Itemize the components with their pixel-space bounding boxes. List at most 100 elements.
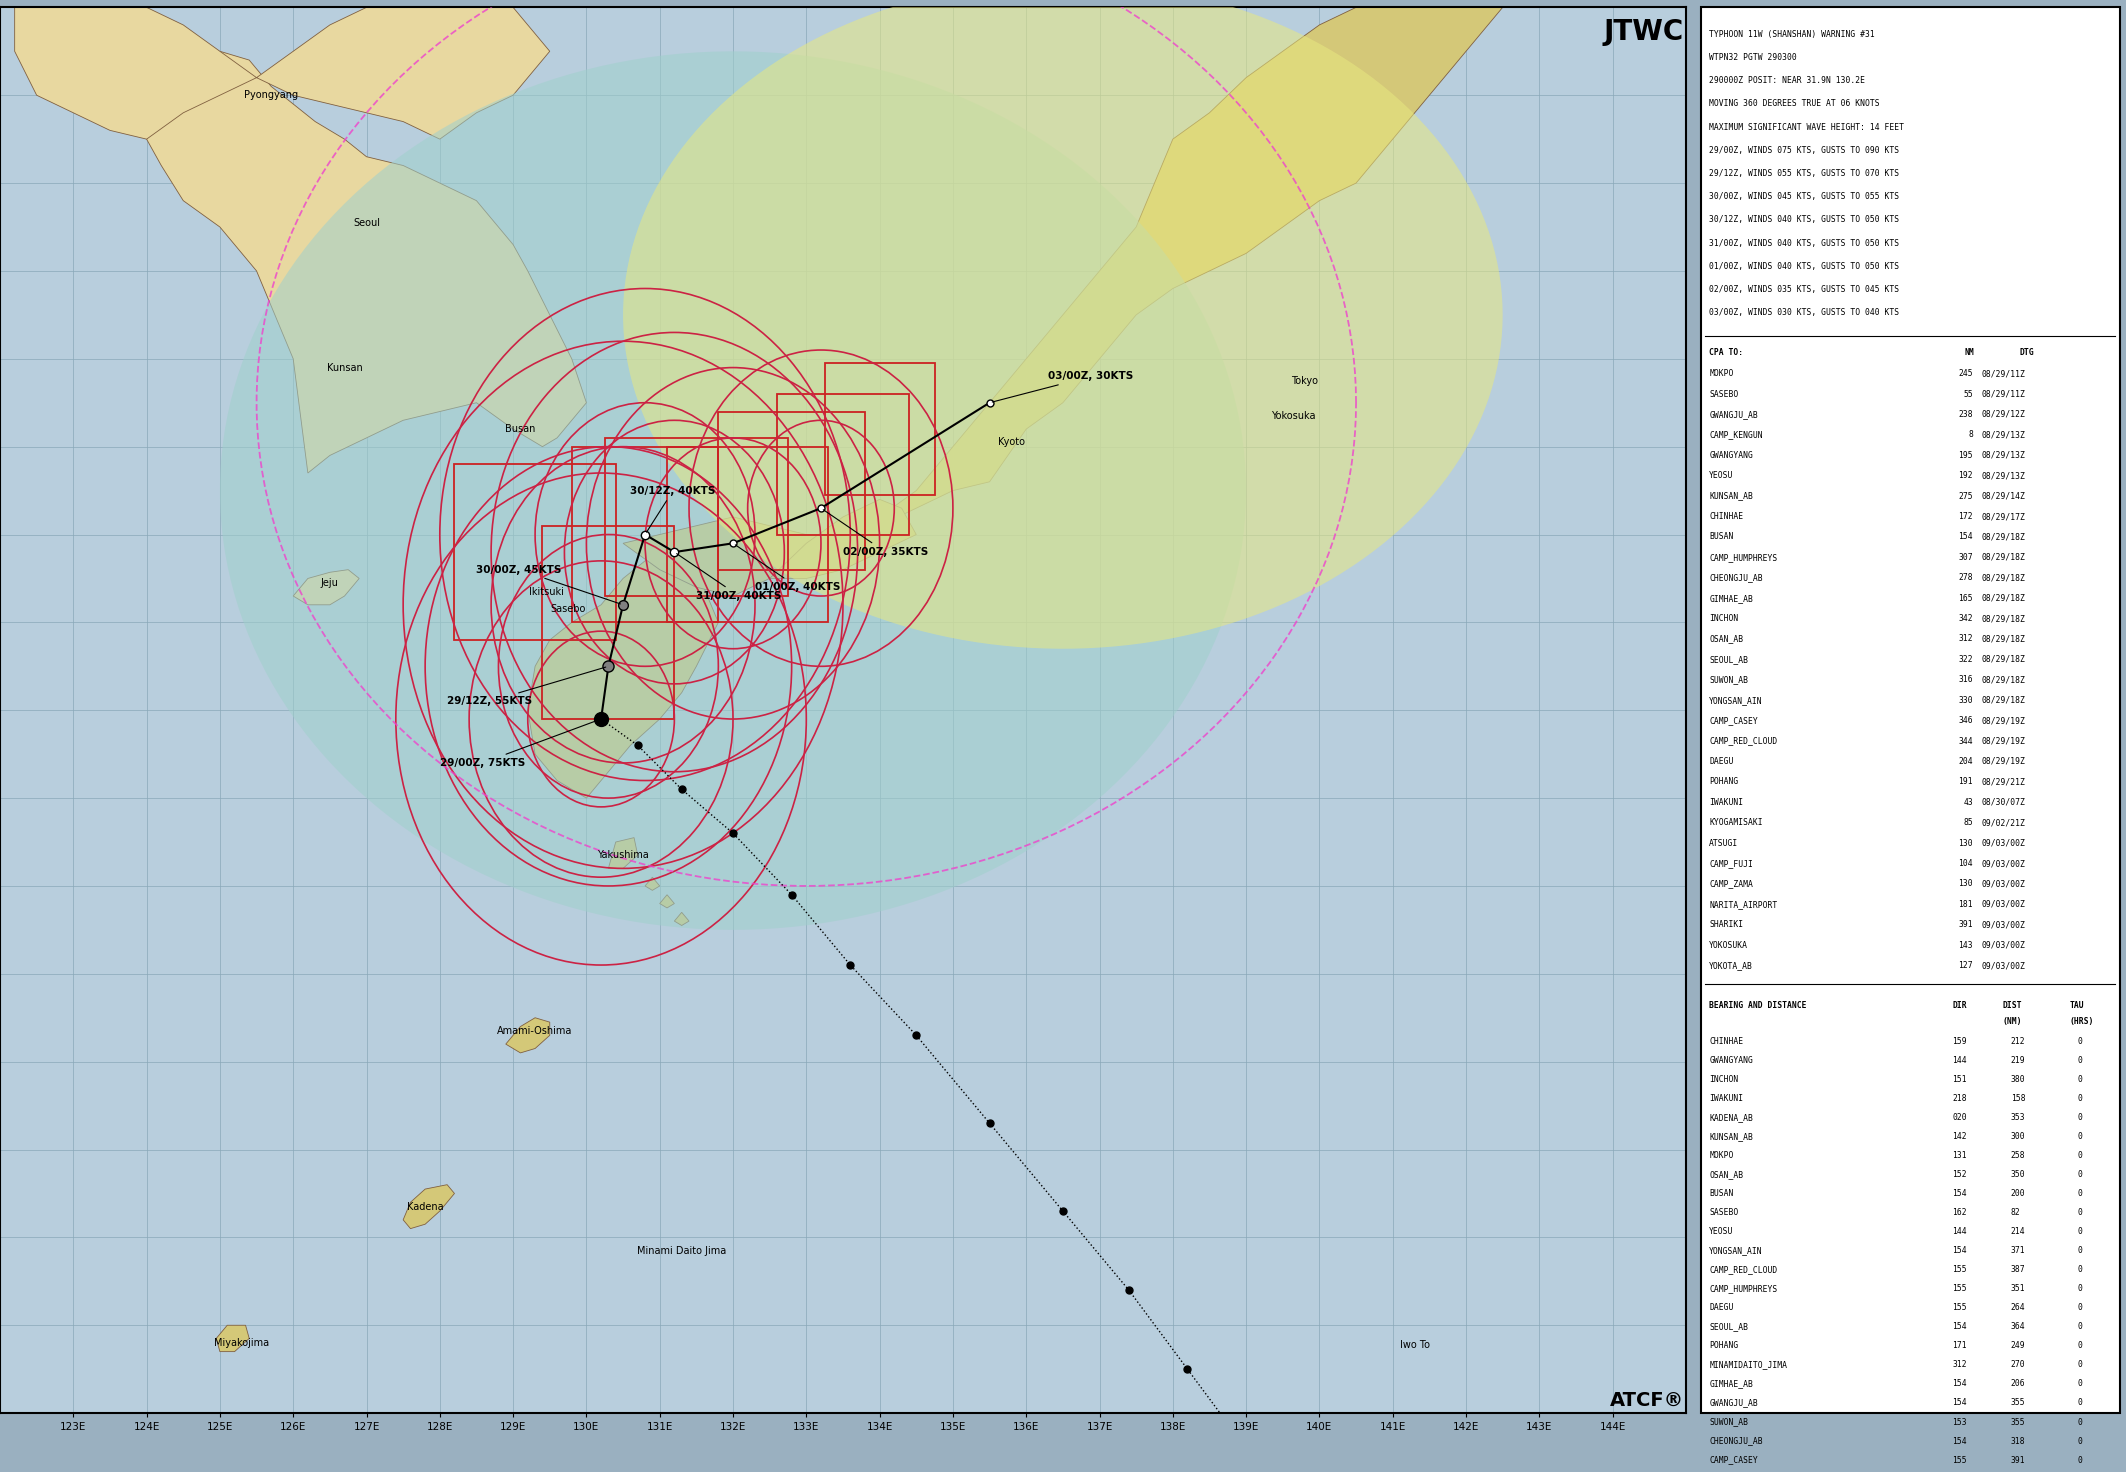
Text: 02/00Z, WINDS 035 KTS, GUSTS TO 045 KTS: 02/00Z, WINDS 035 KTS, GUSTS TO 045 KTS [1709, 286, 1899, 294]
Text: 01/00Z, 40KTS: 01/00Z, 40KTS [736, 545, 840, 592]
Text: 290000Z POSIT: NEAR 31.9N 130.2E: 290000Z POSIT: NEAR 31.9N 130.2E [1709, 77, 1865, 85]
Text: 0: 0 [2077, 1113, 2083, 1122]
Text: CAMP_HUMPHREYS: CAMP_HUMPHREYS [1709, 553, 1777, 562]
Text: 43: 43 [1962, 798, 1973, 807]
Text: 159: 159 [1952, 1038, 1967, 1047]
Polygon shape [623, 0, 1503, 596]
Text: 0: 0 [2077, 1170, 2083, 1179]
Text: 275: 275 [1958, 492, 1973, 500]
Text: GWANGYANG: GWANGYANG [1709, 1055, 1754, 1066]
Text: 355: 355 [2011, 1418, 2026, 1426]
Text: DAEGU: DAEGU [1709, 1303, 1733, 1313]
Text: 155: 155 [1952, 1285, 1967, 1294]
Text: 08/29/18Z: 08/29/18Z [1981, 573, 2026, 583]
Text: KYOGAMISAKI: KYOGAMISAKI [1709, 818, 1762, 827]
Text: 08/29/18Z: 08/29/18Z [1981, 614, 2026, 623]
Text: 104: 104 [1958, 860, 1973, 868]
Text: CAMP_FUJI: CAMP_FUJI [1709, 860, 1754, 868]
Text: IWAKUNI: IWAKUNI [1709, 798, 1743, 807]
Text: 195: 195 [1958, 450, 1973, 459]
Text: 131: 131 [1952, 1151, 1967, 1160]
Polygon shape [623, 0, 1503, 649]
Text: 353: 353 [2011, 1113, 2026, 1122]
Text: 219: 219 [2011, 1055, 2026, 1066]
Text: CHEONGJU_AB: CHEONGJU_AB [1709, 1437, 1762, 1446]
Polygon shape [15, 0, 551, 140]
Text: 212: 212 [2011, 1038, 2026, 1047]
Text: 143: 143 [1958, 941, 1973, 949]
Text: GIMHAE_AB: GIMHAE_AB [1709, 1379, 1754, 1388]
Text: MOVING 360 DEGREES TRUE AT 06 KNOTS: MOVING 360 DEGREES TRUE AT 06 KNOTS [1709, 100, 1879, 109]
Text: 30/12Z, 40KTS: 30/12Z, 40KTS [631, 486, 716, 533]
Text: YEOSU: YEOSU [1709, 471, 1733, 480]
Text: 316: 316 [1958, 676, 1973, 684]
Text: 322: 322 [1958, 655, 1973, 664]
Text: 155: 155 [1952, 1303, 1967, 1313]
Text: IWAKUNI: IWAKUNI [1709, 1094, 1743, 1103]
Text: Jeju: Jeju [321, 578, 338, 587]
Text: 191: 191 [1958, 777, 1973, 786]
Text: 09/03/00Z: 09/03/00Z [1981, 941, 2026, 949]
Polygon shape [147, 52, 587, 473]
Text: YONGSAN_AIN: YONGSAN_AIN [1709, 696, 1762, 705]
Polygon shape [770, 499, 916, 578]
Text: DIST: DIST [2003, 1001, 2022, 1010]
Polygon shape [527, 543, 719, 798]
Text: 08/29/18Z: 08/29/18Z [1981, 696, 2026, 705]
Text: 270: 270 [2011, 1360, 2026, 1369]
Text: 192: 192 [1958, 471, 1973, 480]
Text: 154: 154 [1952, 1247, 1967, 1256]
Text: 0: 0 [2077, 1209, 2083, 1217]
Polygon shape [404, 1185, 455, 1229]
Text: YOKOSUKA: YOKOSUKA [1709, 941, 1748, 949]
Text: 08/29/13Z: 08/29/13Z [1981, 471, 2026, 480]
Polygon shape [659, 895, 674, 908]
Text: 08/29/17Z: 08/29/17Z [1981, 512, 2026, 521]
Text: Busan: Busan [506, 424, 536, 434]
Text: 387: 387 [2011, 1266, 2026, 1275]
Text: CHINHAE: CHINHAE [1709, 1038, 1743, 1047]
Text: 318: 318 [2011, 1437, 2026, 1446]
Text: 127: 127 [1958, 961, 1973, 970]
Text: 08/29/18Z: 08/29/18Z [1981, 593, 2026, 602]
Text: 155: 155 [1952, 1456, 1967, 1465]
Text: 330: 330 [1958, 696, 1973, 705]
Polygon shape [674, 913, 689, 926]
Text: 0: 0 [2077, 1303, 2083, 1313]
Text: Amami-Oshima: Amami-Oshima [497, 1026, 572, 1036]
Text: YEOSU: YEOSU [1709, 1228, 1733, 1236]
Text: 300: 300 [2011, 1132, 2026, 1141]
Text: DIR: DIR [1952, 1001, 1967, 1010]
Text: 0: 0 [2077, 1456, 2083, 1465]
Text: 130: 130 [1958, 839, 1973, 848]
Text: MINAMIDAITO_JIMA: MINAMIDAITO_JIMA [1709, 1360, 1788, 1369]
Text: POHANG: POHANG [1709, 1341, 1739, 1350]
Text: 08/29/19Z: 08/29/19Z [1981, 757, 2026, 765]
Text: 30/00Z, 45KTS: 30/00Z, 45KTS [476, 565, 621, 604]
Text: SASEBO: SASEBO [1709, 1209, 1739, 1217]
Text: 08/29/18Z: 08/29/18Z [1981, 655, 2026, 664]
Text: Yakushima: Yakushima [597, 851, 648, 860]
Text: 155: 155 [1952, 1266, 1967, 1275]
Text: 30/12Z, WINDS 040 KTS, GUSTS TO 050 KTS: 30/12Z, WINDS 040 KTS, GUSTS TO 050 KTS [1709, 215, 1899, 224]
Text: 0: 0 [2077, 1228, 2083, 1236]
Text: MOKPO: MOKPO [1709, 369, 1733, 378]
Text: 380: 380 [2011, 1075, 2026, 1085]
Text: 355: 355 [2011, 1398, 2026, 1407]
Text: 391: 391 [2011, 1456, 2026, 1465]
Text: WTPN32 PGTW 290300: WTPN32 PGTW 290300 [1709, 53, 1796, 62]
Text: YOKOTA_AB: YOKOTA_AB [1709, 961, 1754, 970]
Text: Kadena: Kadena [406, 1201, 444, 1211]
Text: TYPHOON 11W (SHANSHAN) WARNING #31: TYPHOON 11W (SHANSHAN) WARNING #31 [1709, 29, 1875, 38]
Text: 0: 0 [2077, 1151, 2083, 1160]
Text: 0: 0 [2077, 1055, 2083, 1066]
Text: 08/29/19Z: 08/29/19Z [1981, 717, 2026, 726]
Text: 08/29/12Z: 08/29/12Z [1981, 411, 2026, 420]
Text: 312: 312 [1952, 1360, 1967, 1369]
Text: CAMP_CASEY: CAMP_CASEY [1709, 717, 1758, 726]
Text: 153: 153 [1952, 1418, 1967, 1426]
Text: Tokyo: Tokyo [1290, 375, 1318, 386]
Text: YONGSAN_AIN: YONGSAN_AIN [1709, 1247, 1762, 1256]
Text: 0: 0 [2077, 1418, 2083, 1426]
Text: 172: 172 [1958, 512, 1973, 521]
